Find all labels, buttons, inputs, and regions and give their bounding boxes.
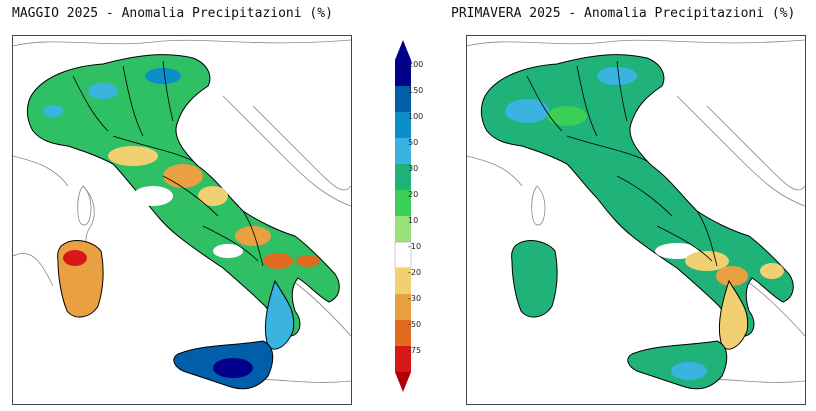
calabria-left — [264, 279, 295, 350]
anomaly-patches — [505, 67, 784, 286]
anomaly-patches-wet — [43, 68, 181, 117]
legend-swatch — [395, 138, 411, 164]
legend-swatch — [395, 190, 411, 216]
legend-label: 100 — [408, 112, 424, 121]
regional-borders-right — [526, 60, 718, 267]
neighbour-coastlines — [13, 39, 351, 383]
right-map-title: PRIMAVERA 2025 - Anomalia Precipitazioni… — [451, 6, 796, 21]
legend-label: -30 — [408, 294, 422, 303]
legend-swatch — [395, 216, 411, 242]
color-legend — [394, 40, 412, 392]
corsica-right — [531, 185, 546, 226]
legend-label: 50 — [408, 138, 419, 147]
legend-top-arrow — [395, 40, 411, 60]
legend-swatch — [395, 112, 411, 138]
legend-label: -50 — [408, 320, 422, 329]
legend-swatch — [395, 320, 411, 346]
legend-swatch — [395, 294, 411, 320]
italy-mainland-left — [26, 54, 340, 337]
left-map-frame — [12, 35, 352, 405]
legend-label: -75 — [408, 346, 422, 355]
sardinia-right — [511, 240, 558, 318]
sicily-wet-patch — [671, 362, 707, 380]
right-map-frame — [466, 35, 806, 405]
sicily-strong-wet-patch — [213, 358, 253, 378]
legend-swatch — [395, 164, 411, 190]
regional-borders-left — [72, 60, 264, 267]
legend-label: -20 — [408, 268, 422, 277]
legend-label: -10 — [408, 242, 422, 251]
legend-swatch — [395, 86, 411, 112]
legend-label: 20 — [408, 190, 419, 199]
anomaly-patches-dry — [108, 146, 320, 269]
corsica-left — [77, 185, 92, 226]
left-map — [13, 39, 351, 390]
legend-swatch — [395, 60, 411, 86]
legend-label: 200 — [408, 60, 424, 69]
legend-bottom-arrow — [395, 372, 411, 392]
calabria-right — [718, 279, 749, 350]
legend-label: 10 — [408, 216, 419, 225]
legend-swatch — [395, 268, 411, 294]
right-map — [467, 39, 805, 390]
left-map-title: MAGGIO 2025 - Anomalia Precipitazioni (%… — [12, 6, 333, 21]
legend-label: 150 — [408, 86, 424, 95]
legend-swatch — [395, 346, 411, 372]
legend-label: 30 — [408, 164, 419, 173]
sardinia-dry-patch — [63, 250, 87, 266]
